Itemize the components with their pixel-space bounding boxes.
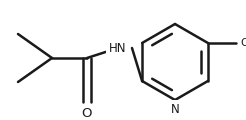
Text: CH₃: CH₃	[240, 38, 246, 48]
Text: O: O	[82, 107, 92, 120]
Text: N: N	[171, 103, 179, 116]
Text: HN: HN	[109, 42, 127, 54]
